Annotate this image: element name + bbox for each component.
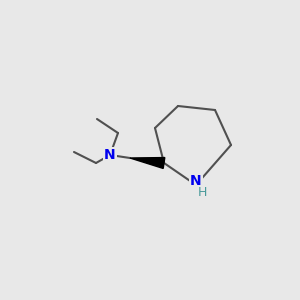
Text: N: N [104,148,116,162]
Text: N: N [190,174,202,188]
Polygon shape [130,158,165,168]
Text: H: H [197,187,207,200]
